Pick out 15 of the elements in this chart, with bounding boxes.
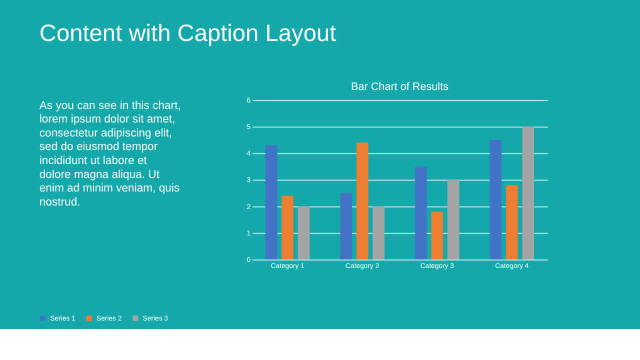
bar — [490, 140, 502, 260]
bar — [506, 185, 518, 260]
bar — [447, 180, 460, 260]
bar — [265, 145, 278, 260]
chart-title: Bar Chart of Results — [351, 81, 450, 94]
bar — [415, 166, 427, 260]
bar — [522, 126, 534, 260]
bar — [340, 193, 352, 260]
text: Content with Caption Layout — [39, 20, 337, 47]
bar — [431, 212, 444, 260]
bar — [298, 206, 310, 260]
bar — [356, 142, 368, 260]
bar — [282, 196, 294, 260]
bar — [372, 206, 384, 260]
text: As you can see in this chart, lorem ipsum dolor sit amet, consectetur adipiscing elit, sed do eiusmod tempor incididunt ut labore et dolore magna aliqua. Ut enim ad minim veniam, quis nostrud. — [39, 100, 181, 208]
